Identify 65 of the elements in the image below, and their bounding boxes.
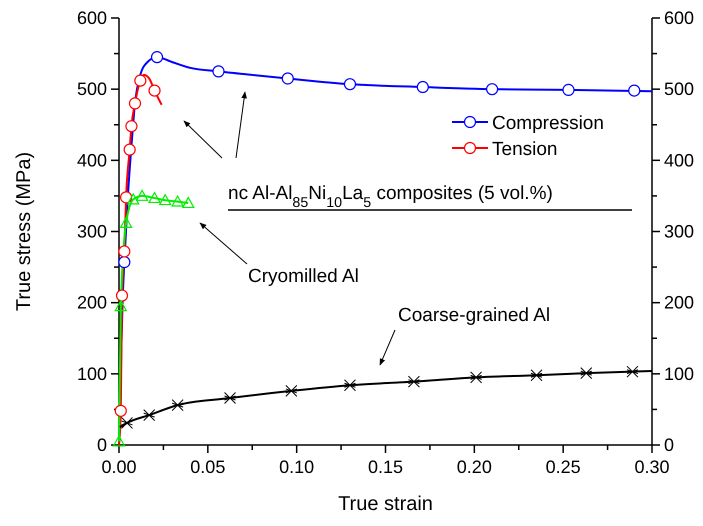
annotation: Coarse-grained Al [398,305,550,326]
point [127,193,140,204]
y2-tick-label: 100 [664,364,694,384]
point [128,97,142,110]
point [150,51,164,64]
y2-tick-label: 600 [664,8,694,28]
point [116,289,128,302]
y2-tick-label: 300 [664,222,694,242]
point [120,416,133,429]
y2-tick-label: 500 [664,79,694,100]
point [282,72,294,85]
point [118,245,130,258]
point [408,376,420,388]
x-tick-label: 0.00 [101,457,137,477]
legend-label: Compression [492,113,604,134]
point [285,384,298,397]
y2-tick-label: 0 [664,435,674,455]
point [562,84,575,96]
point [172,196,184,207]
point [344,78,356,90]
y2-tick-label: 200 [664,292,694,313]
y-tick-label: 0 [96,435,107,455]
point [172,399,184,412]
annotation: Cryomilled Al [248,266,359,287]
y-tick-label: 500 [76,79,107,100]
point [212,65,225,78]
point [148,192,161,204]
point [125,120,138,132]
annotation: nc Al-Al$_{85}$Ni$_{10}$La$_{5}$ composites (5 vol.%) [228,183,553,211]
y-tick-label: 200 [76,292,107,313]
x-tick-label: 0.15 [368,457,404,477]
y2-tick-label: 400 [664,150,694,170]
point [416,80,429,94]
point [530,369,543,382]
x-tick-label: 0.30 [634,457,670,477]
point [114,300,127,312]
y-tick-label: 600 [76,8,107,28]
point [124,144,136,156]
y-tick-label: 300 [76,222,107,242]
point [114,404,127,417]
point [136,190,148,201]
point [120,216,132,228]
y-tick-label: 100 [76,364,107,384]
point [626,366,638,378]
y-tick-label: 400 [76,150,107,170]
point [143,409,156,422]
point [486,83,498,96]
point [628,84,640,97]
point [120,191,132,204]
point [344,379,356,392]
point [118,256,130,268]
x-axis-title: True strain [338,493,433,515]
x-tick-label: 0.20 [456,457,492,477]
y-axis-title: True stress (MPa) [13,152,35,312]
legend-label: Tension [492,139,558,160]
x-tick-label: 0.10 [279,457,314,477]
point [182,196,194,208]
x-tick-label: 0.05 [190,457,226,477]
point [159,194,172,206]
x-tick-label: 0.25 [546,457,581,477]
point [224,392,236,404]
point [580,367,592,380]
point [148,84,161,97]
point [470,371,482,384]
point [134,74,146,87]
